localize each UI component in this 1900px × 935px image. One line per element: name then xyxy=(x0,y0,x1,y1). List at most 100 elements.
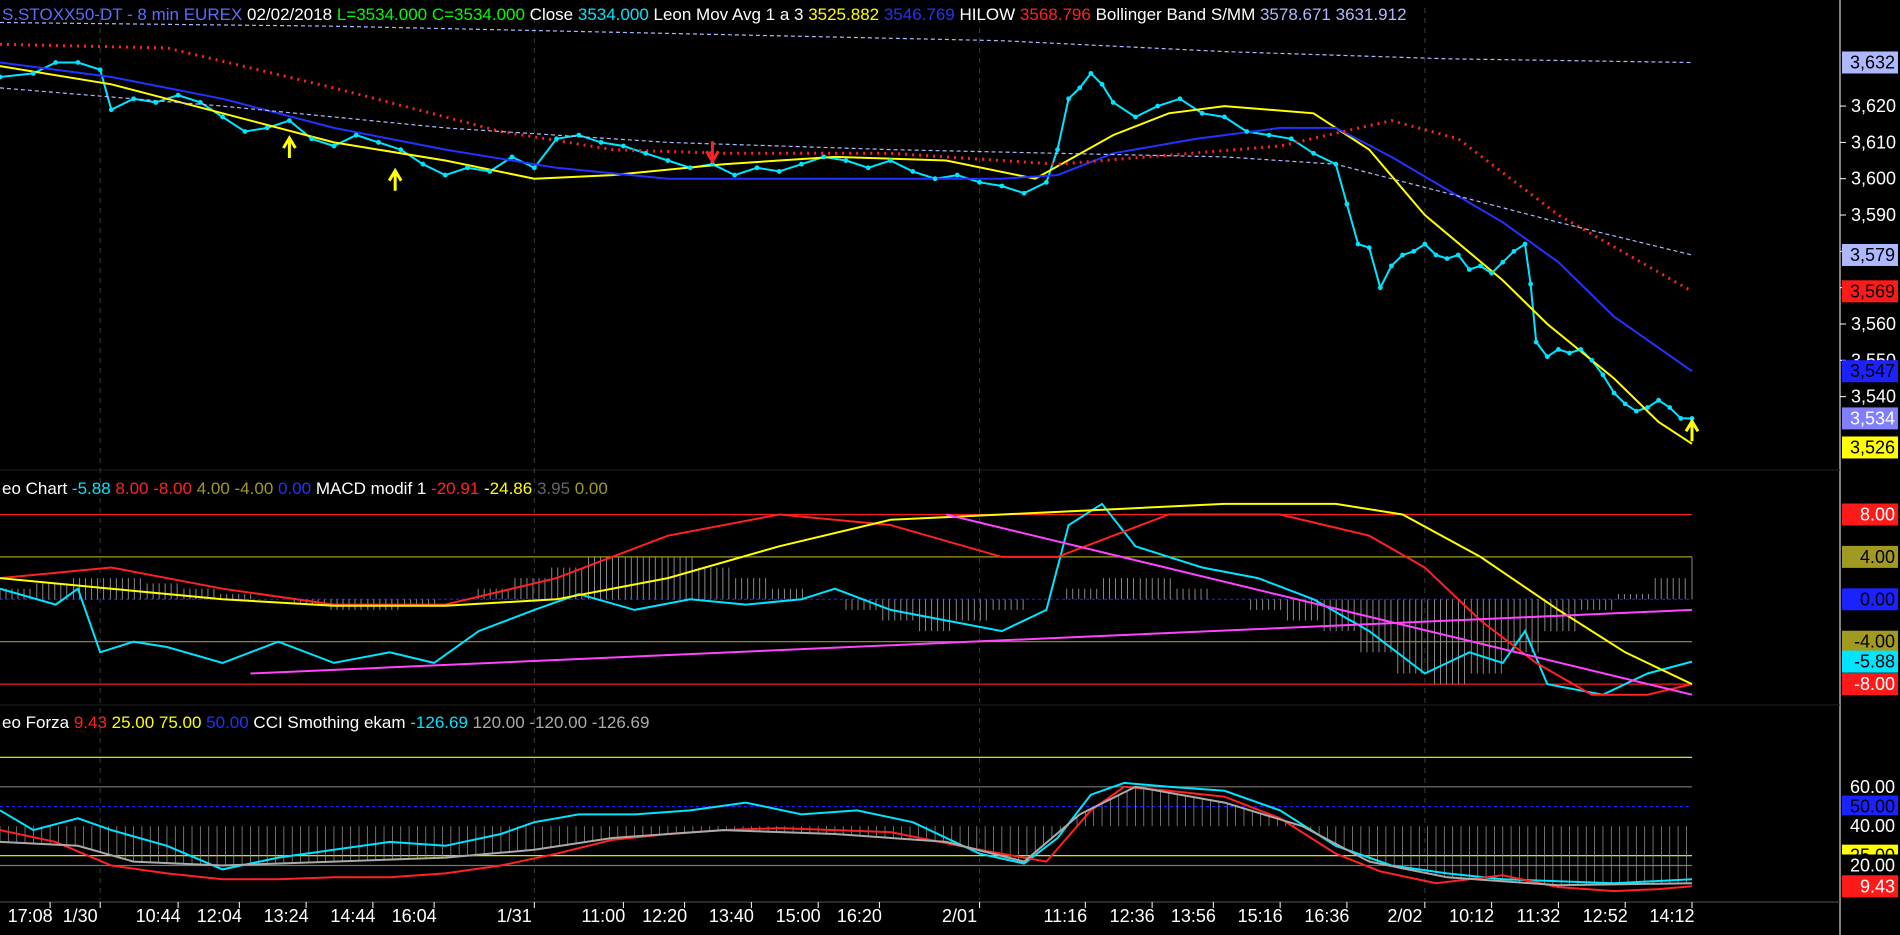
close-point xyxy=(843,158,849,163)
header-segment: Bollinger Band S/MM xyxy=(1091,5,1255,24)
close-point xyxy=(1500,259,1506,265)
oscillator-series-line xyxy=(0,502,1693,686)
close-point xyxy=(1656,397,1662,403)
close-point xyxy=(1021,190,1027,196)
close-point xyxy=(1389,263,1394,269)
x-tick-label: 11:16 xyxy=(1043,906,1087,926)
close-point xyxy=(331,143,337,149)
oscillator-series-line xyxy=(250,608,1693,675)
close-point xyxy=(1556,347,1561,352)
header-segment: 8.00 xyxy=(111,479,149,498)
level-badge xyxy=(1842,795,1898,818)
x-tick-label: 10:44 xyxy=(136,906,181,926)
price-series-line xyxy=(0,65,1693,445)
price-pane[interactable] xyxy=(0,21,1700,445)
close-point xyxy=(1366,245,1372,251)
close-point xyxy=(108,107,114,113)
header-segment: 3525.882 xyxy=(803,5,879,24)
level-badge xyxy=(1842,815,1898,838)
close-point xyxy=(131,96,136,102)
x-tick-label: 12:20 xyxy=(642,906,687,926)
cci-pane[interactable] xyxy=(0,756,1693,893)
oscillator-pane[interactable] xyxy=(0,502,1693,696)
header-segment: S.STOXX50-DT - 8 min xyxy=(2,5,179,24)
time-axis: 17:08 1/30 10:44 12:04 13:24 14:44 16:04 1/31 11… xyxy=(8,902,1695,926)
close-point xyxy=(1333,161,1339,167)
close-point xyxy=(576,132,582,138)
close-point xyxy=(888,158,893,163)
level-badge xyxy=(1842,775,1898,798)
close-point xyxy=(865,165,871,171)
level-badge xyxy=(1842,407,1898,430)
close-point xyxy=(1544,354,1550,360)
x-tick-label: 11:00 xyxy=(582,906,626,926)
close-point xyxy=(1099,81,1105,87)
y-tick-label: 3,560 xyxy=(1851,314,1896,334)
close-point xyxy=(732,172,738,178)
close-point xyxy=(1433,252,1439,258)
header-segment: -24.86 xyxy=(479,479,532,498)
close-point xyxy=(643,150,649,156)
close-point xyxy=(1489,270,1495,276)
header-segment: CCI Smothing ekam xyxy=(249,713,406,732)
pane-separators xyxy=(0,0,1841,935)
close-point xyxy=(1344,201,1350,207)
level-badge-label: 3,569 xyxy=(1850,281,1895,301)
close-point xyxy=(1400,252,1405,258)
header-segment: EUREX xyxy=(179,5,242,24)
y-tick-label: 3,590 xyxy=(1851,205,1896,225)
x-tick-label: 14:44 xyxy=(330,906,375,926)
close-point xyxy=(420,161,426,167)
buy-arrow xyxy=(282,135,297,159)
close-point xyxy=(487,169,493,174)
level-badge xyxy=(1842,673,1898,696)
level-badge-label: 0.00 xyxy=(1860,589,1895,609)
header-segment: L=3534.000 xyxy=(332,5,427,24)
close-point xyxy=(1066,96,1072,102)
price-axis: 3,5403,5503,5603,5703,5803,5903,6003,610… xyxy=(1840,51,1898,898)
close-point xyxy=(620,143,626,149)
x-tick-label: 12:04 xyxy=(197,906,242,926)
close-point xyxy=(1678,416,1684,421)
close-point xyxy=(0,74,3,80)
header-segment: HILOW xyxy=(955,5,1015,24)
close-point xyxy=(1110,100,1116,105)
close-point xyxy=(197,100,203,105)
x-tick-label: 2/01 xyxy=(942,906,977,926)
y-tick-label: 3,610 xyxy=(1851,132,1896,152)
close-point xyxy=(509,154,515,160)
x-tick-label: 13:56 xyxy=(1171,906,1216,926)
y-tick-label: 3,540 xyxy=(1851,387,1896,407)
header-segment: -4.00 xyxy=(230,479,273,498)
x-tick-label: 15:16 xyxy=(1238,906,1283,926)
header-segment: 3.95 xyxy=(532,479,570,498)
close-point xyxy=(264,125,270,131)
header-segment: 3568.796 xyxy=(1015,5,1091,24)
level-badge xyxy=(1842,436,1898,459)
header-segment: -126.69 xyxy=(406,713,468,732)
close-point xyxy=(1578,347,1584,352)
header-segment: C=3534.000 xyxy=(427,5,525,24)
close-point xyxy=(1633,408,1639,414)
price-series-line xyxy=(0,21,1693,64)
close-point xyxy=(1611,390,1617,396)
close-point xyxy=(1528,281,1533,287)
cci-series-line xyxy=(0,781,1693,885)
close-point xyxy=(1222,114,1227,120)
close-point xyxy=(1055,147,1060,153)
price-pane-header: S.STOXX50-DT - 8 min EUREX 02/02/2018 L=… xyxy=(2,5,1407,24)
close-point xyxy=(1266,132,1272,138)
level-badge-label: 3,632 xyxy=(1850,52,1895,72)
close-point xyxy=(442,172,448,178)
close-point xyxy=(1511,248,1517,254)
x-tick-label: 14:12 xyxy=(1649,906,1694,926)
y-tick-label: 3,600 xyxy=(1851,169,1896,189)
close-point xyxy=(977,179,982,185)
oscillator-series-line xyxy=(945,513,1693,696)
close-point xyxy=(1377,285,1383,291)
x-tick-label: 16:04 xyxy=(392,906,437,926)
header-segment: 02/02/2018 xyxy=(242,5,332,24)
close-point xyxy=(1589,357,1595,363)
header-segment: 3546.769 xyxy=(879,5,955,24)
